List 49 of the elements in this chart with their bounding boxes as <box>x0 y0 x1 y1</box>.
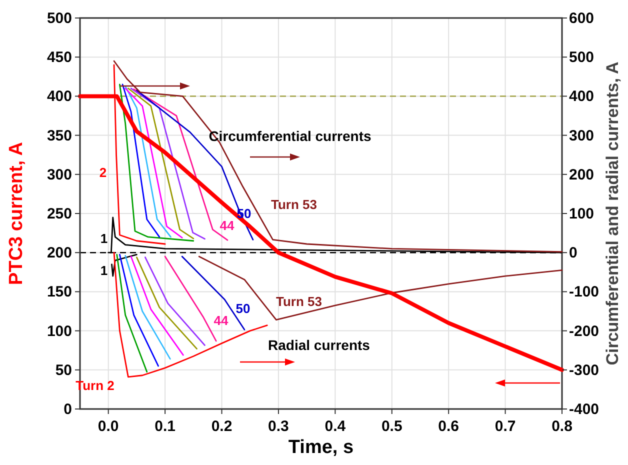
x-tick-label: 0.3 <box>268 418 289 435</box>
line-series <box>130 88 206 240</box>
y-tick-label: 150 <box>46 284 72 301</box>
y-tick-label: 100 <box>46 322 72 340</box>
y-tick-label: 500 <box>46 10 72 27</box>
y2-tick-label: -300 <box>569 362 600 379</box>
y2-tick-label: 0 <box>569 244 578 262</box>
x-tick-label: 0.7 <box>494 418 516 435</box>
line-series <box>122 84 160 238</box>
annotation: 1 <box>100 231 108 246</box>
annotation: Turn 53 <box>276 294 322 309</box>
y2-axis-title: Circumferential and radial currents, A <box>603 62 622 366</box>
y-tick-label: 200 <box>46 244 72 262</box>
y2-tick-label: 100 <box>569 206 594 222</box>
x-tick-label: 0.0 <box>98 418 119 435</box>
y-tick-label: 50 <box>55 362 72 379</box>
y-tick-label: 350 <box>46 127 72 144</box>
annotation: 44 <box>220 218 235 233</box>
y2-tick-label: 600 <box>569 10 594 27</box>
y2-tick-label: 400 <box>569 88 594 106</box>
y-tick-label: 250 <box>46 206 72 222</box>
annotation: 2 <box>99 165 107 180</box>
y2-tick-label: 200 <box>569 166 594 184</box>
x-tick-label: 0.5 <box>381 418 402 435</box>
y2-tick-label: -400 <box>569 401 600 418</box>
y2-tick-label: -200 <box>569 322 600 340</box>
line-series <box>113 252 268 378</box>
y2-tick-label: 500 <box>569 49 594 66</box>
y-axis-title: PTC3 current, A <box>6 142 27 285</box>
x-axis-title: Time, s <box>288 437 354 458</box>
y2-tick-label: 300 <box>569 127 594 144</box>
y2-tick-label: -100 <box>569 284 600 301</box>
annotation: Turn 53 <box>271 197 317 212</box>
annotation: 1 <box>100 263 108 278</box>
y-tick-label: 300 <box>46 166 72 184</box>
x-tick-label: 0.1 <box>154 418 176 435</box>
y-tick-label: 0 <box>64 401 72 418</box>
annotation: Radial currents <box>268 337 370 353</box>
annotation: 44 <box>214 313 229 328</box>
y-tick-label: 400 <box>46 88 72 106</box>
line-series <box>113 60 563 253</box>
line-series <box>124 88 183 238</box>
annotation: 50 <box>236 301 250 316</box>
x-tick-label: 0.8 <box>552 418 572 435</box>
x-tick-label: 0.2 <box>211 418 232 435</box>
x-tick-label: 0.4 <box>324 418 346 435</box>
x-tick-label: 0.6 <box>438 418 460 435</box>
y-tick-label: 450 <box>46 49 72 66</box>
line-series <box>124 86 172 238</box>
